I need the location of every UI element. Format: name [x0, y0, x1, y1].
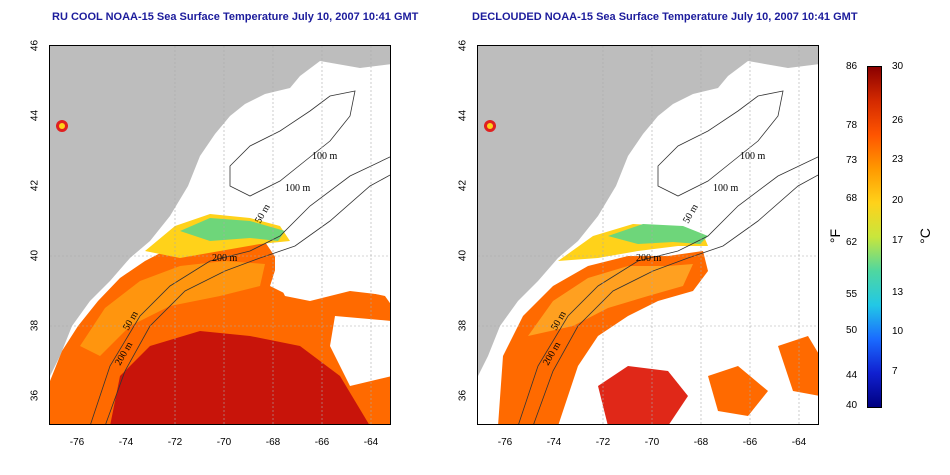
sst-hot-patch — [708, 366, 768, 416]
sst-hot-patch — [778, 336, 818, 396]
sst-warm-water — [498, 251, 708, 424]
colorbar-c-tick: 10 — [892, 326, 904, 337]
lat-tick: 46 — [457, 39, 469, 52]
bathymetry-contour — [657, 90, 784, 197]
sst-hotspot — [487, 123, 493, 129]
lon-tick: -68 — [265, 437, 281, 448]
lon-tick: -72 — [167, 437, 183, 448]
lon-tick: -74 — [118, 437, 134, 448]
contour-label: 50 m — [681, 202, 701, 225]
colorbar-f-tick: 62 — [846, 237, 858, 248]
sst-hot-patch — [598, 366, 688, 424]
lon-tick: -68 — [693, 437, 709, 448]
contour-label: 50 m — [253, 202, 273, 225]
lat-tick: 38 — [457, 319, 469, 332]
contour-label: 100 m — [312, 151, 338, 162]
lat-tick: 44 — [457, 109, 469, 122]
lat-tick: 38 — [29, 319, 41, 332]
bathymetry-contour — [105, 174, 390, 424]
colorbar-f-tick: 55 — [846, 289, 858, 300]
bathymetry-contour — [229, 90, 356, 197]
colorbar-celsius-unit: °C — [916, 228, 933, 244]
sst-hotspot — [59, 123, 65, 129]
colorbar-c-tick: 13 — [892, 287, 904, 298]
graticule — [478, 46, 818, 424]
colorbar-f-tick: 73 — [846, 155, 858, 166]
sst-orange-band — [80, 261, 265, 356]
lat-tick: 42 — [29, 179, 41, 192]
colorbar-c-tick: 20 — [892, 195, 904, 206]
colorbar-c-tick: 23 — [892, 154, 904, 165]
colorbar-c-tick: 26 — [892, 115, 904, 126]
lon-tick: -74 — [546, 437, 562, 448]
colorbar-f-tick: 78 — [846, 120, 858, 131]
lon-tick: -70 — [644, 437, 660, 448]
contour-label: 100 m — [740, 151, 766, 162]
contour-label: 100 m — [713, 183, 739, 194]
lat-tick: 42 — [457, 179, 469, 192]
lon-tick: -72 — [595, 437, 611, 448]
lon-tick: -70 — [216, 437, 232, 448]
colorbar-f-tick: 50 — [846, 325, 858, 336]
cloud-gap — [330, 316, 390, 386]
colorbar-c-tick: 30 — [892, 61, 904, 72]
graticule — [50, 46, 390, 424]
contour-label: 100 m — [285, 183, 311, 194]
colorbar-c-tick: 17 — [892, 235, 904, 246]
lat-tick: 36 — [457, 389, 469, 402]
bathymetry-contour — [533, 174, 818, 424]
colorbar-fahrenheit-unit: °F — [827, 228, 844, 244]
contour-label: 200 m — [212, 253, 238, 264]
lat-tick: 36 — [29, 389, 41, 402]
colorbar-f-tick: 68 — [846, 193, 858, 204]
lon-tick: -66 — [314, 437, 330, 448]
land-mass — [50, 46, 390, 376]
lon-tick: -64 — [363, 437, 379, 448]
right-map-svg: 100 m 100 m 50 m 200 m 50 m 200 m — [478, 46, 818, 424]
colorbar-f-tick: 86 — [846, 61, 858, 72]
cloud-gap — [275, 236, 390, 301]
colorbar-f-tick: 44 — [846, 370, 858, 381]
sst-green-shelf — [180, 218, 285, 241]
sst-green-shelf — [608, 224, 708, 244]
lat-tick: 40 — [457, 249, 469, 262]
colorbar-c-tick: 7 — [892, 366, 898, 377]
left-map-svg: 100 m 100 m 50 m 200 m 50 m 200 m — [50, 46, 390, 424]
temperature-colorbar — [867, 66, 882, 408]
land-mass — [478, 46, 818, 376]
right-panel-title: DECLOUDED NOAA-15 Sea Surface Temperatur… — [472, 11, 858, 23]
lon-tick: -64 — [791, 437, 807, 448]
right-sst-map: 100 m 100 m 50 m 200 m 50 m 200 m — [477, 45, 819, 425]
lon-tick: -76 — [497, 437, 513, 448]
left-panel-title: RU COOL NOAA-15 Sea Surface Temperature … — [52, 11, 419, 23]
lon-tick: -76 — [69, 437, 85, 448]
lat-tick: 40 — [29, 249, 41, 262]
colorbar-f-tick: 40 — [846, 400, 858, 411]
lat-tick: 46 — [29, 39, 41, 52]
lon-tick: -66 — [742, 437, 758, 448]
contour-label: 200 m — [636, 253, 662, 264]
left-sst-map: 100 m 100 m 50 m 200 m 50 m 200 m — [49, 45, 391, 425]
lat-tick: 44 — [29, 109, 41, 122]
